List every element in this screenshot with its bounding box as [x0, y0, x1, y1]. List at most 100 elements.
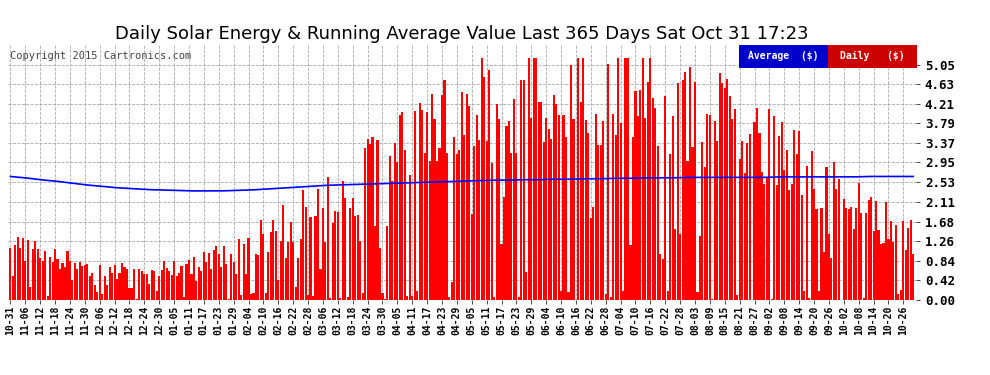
Bar [86, 264, 88, 300]
Bar [900, 290, 902, 300]
Bar [76, 269, 78, 300]
Bar [644, 118, 646, 300]
Bar [282, 205, 284, 300]
Bar [340, 298, 342, 300]
Bar [384, 299, 386, 300]
Bar [788, 190, 790, 300]
Bar [185, 264, 187, 300]
Bar [897, 294, 900, 300]
Bar [66, 251, 68, 300]
Bar [439, 148, 441, 300]
Bar [875, 201, 877, 300]
Bar [409, 175, 411, 300]
Bar [679, 234, 681, 300]
Bar [346, 297, 348, 300]
Bar [175, 276, 177, 300]
Bar [857, 183, 859, 300]
Bar [714, 121, 716, 300]
Bar [349, 209, 351, 300]
Bar [81, 266, 83, 300]
Bar [694, 82, 696, 300]
Bar [885, 202, 887, 300]
Bar [865, 213, 867, 300]
Bar [729, 96, 731, 300]
Bar [240, 295, 243, 300]
Bar [448, 297, 450, 300]
Bar [453, 136, 455, 300]
Bar [265, 294, 267, 300]
Bar [742, 141, 743, 300]
Bar [664, 96, 666, 300]
Bar [816, 209, 818, 300]
Bar [12, 276, 14, 300]
Bar [590, 217, 592, 300]
Bar [29, 287, 32, 300]
Bar [531, 118, 533, 300]
Bar [61, 263, 63, 300]
Bar [213, 250, 215, 300]
Bar [371, 138, 373, 300]
Bar [414, 111, 416, 300]
Bar [42, 261, 44, 300]
Bar [676, 83, 679, 300]
Bar [491, 163, 493, 300]
Bar [649, 58, 651, 300]
Bar [483, 76, 485, 300]
Bar [230, 254, 233, 300]
Bar [79, 262, 81, 300]
Bar [163, 261, 165, 300]
Bar [136, 299, 138, 300]
Bar [498, 119, 500, 300]
Bar [416, 291, 418, 300]
Bar [602, 121, 604, 300]
Bar [661, 259, 664, 300]
Bar [488, 70, 490, 300]
Bar [570, 65, 572, 300]
Bar [646, 82, 648, 300]
Bar [686, 161, 689, 300]
Bar [436, 161, 439, 300]
Bar [257, 255, 259, 300]
Text: Average  ($): Average ($) [748, 51, 819, 62]
Bar [562, 115, 564, 300]
Bar [905, 251, 907, 300]
Bar [173, 261, 175, 300]
Bar [910, 220, 912, 300]
Bar [146, 274, 148, 300]
Bar [493, 297, 495, 300]
Bar [69, 261, 71, 300]
Bar [612, 114, 614, 300]
Bar [821, 208, 823, 300]
Bar [739, 159, 741, 300]
Bar [441, 96, 444, 300]
Bar [748, 134, 750, 300]
Bar [635, 92, 637, 300]
Bar [674, 229, 676, 300]
Bar [597, 145, 599, 300]
Bar [521, 80, 523, 300]
Bar [96, 292, 98, 300]
Bar [114, 265, 116, 300]
Bar [361, 293, 363, 300]
Bar [91, 273, 93, 300]
Bar [536, 58, 538, 300]
Bar [165, 268, 167, 300]
Bar [22, 238, 24, 300]
Bar [550, 139, 552, 300]
Bar [280, 241, 282, 300]
Bar [345, 198, 346, 300]
Bar [867, 200, 869, 300]
Bar [696, 292, 699, 300]
Bar [610, 297, 612, 300]
Bar [463, 135, 465, 300]
Bar [330, 297, 332, 300]
Bar [743, 173, 745, 300]
Bar [71, 280, 73, 300]
Bar [160, 270, 162, 300]
Bar [640, 90, 642, 300]
Bar [485, 141, 488, 300]
Bar [585, 120, 587, 300]
Bar [545, 118, 547, 300]
Bar [552, 95, 554, 300]
Bar [791, 184, 793, 300]
